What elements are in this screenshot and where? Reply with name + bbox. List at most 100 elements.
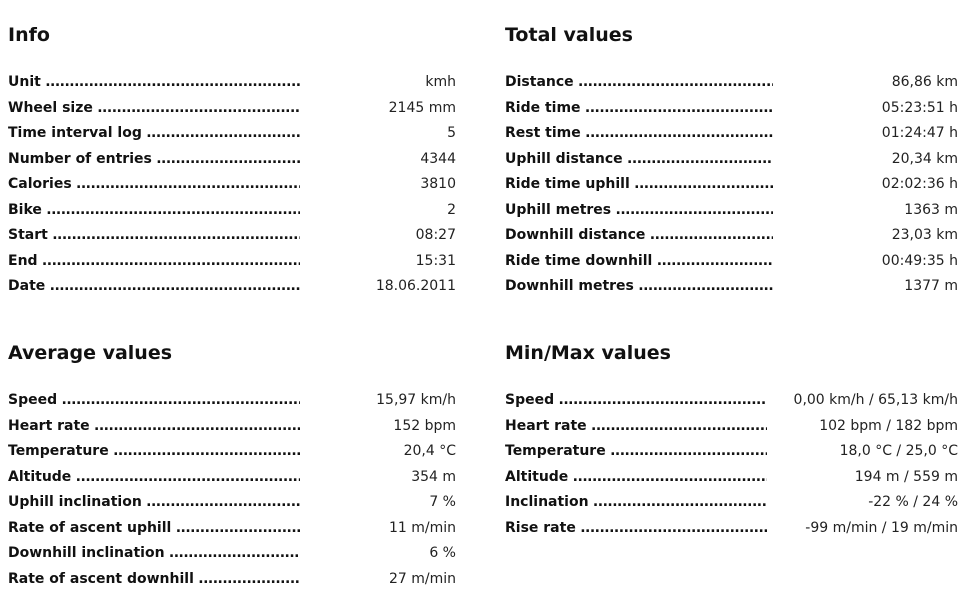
dot-leader: ........................................… [638,278,773,294]
dot-leader: ........................................… [168,545,300,561]
dot-leader: ........................................… [634,176,773,192]
stat-label-text: Speed [8,392,58,408]
stat-value: 05:23:51 h [881,99,958,116]
stat-label: Time interval log ......................… [8,121,300,147]
stat-label-text: Downhill inclination [8,545,165,561]
stat-value: 18.06.2011 [375,278,456,294]
stat-row: Downhill metres ........................… [505,274,958,300]
stat-label-text: Calories [8,176,72,192]
dot-leader: ........................................… [146,494,300,510]
stat-row: Bike ...................................… [8,198,456,224]
stat-label: Temperature ............................… [8,439,300,465]
stat-label: End ....................................… [8,249,300,275]
stat-value: 7 % [429,494,456,510]
dot-leader: ........................................… [610,443,767,459]
stat-label-text: Ride time [505,99,581,116]
stat-label: Unit ...................................… [8,70,300,96]
stat-label: Wheel size .............................… [8,96,300,122]
stat-value: 102 bpm / 182 bpm [819,417,958,434]
stat-label: Ride time downhill .....................… [505,249,773,275]
dot-leader: ........................................… [627,150,773,167]
stat-label-text: End [8,252,38,269]
dot-leader: ........................................… [61,392,300,408]
dot-leader: ........................................… [198,570,300,587]
stat-value: 27 m/min [388,570,456,587]
stat-row: Rest time ..............................… [505,121,958,147]
dot-leader: ........................................… [94,417,300,434]
stat-label: Rest time ..............................… [505,121,773,147]
stat-row: Heart rate .............................… [8,414,456,440]
dot-leader: ........................................… [146,125,300,141]
stat-value: -99 m/min / 19 m/min [805,519,958,536]
total-values-section: Total values Distance ..................… [505,22,958,300]
stat-value: 4344 [420,150,456,167]
stat-label-text: Bike [8,201,42,218]
stat-value: 20,4 °C [403,443,456,459]
average-values-section: Average values Speed ...................… [8,340,456,592]
stat-row: Rise rate ..............................… [505,516,958,542]
stat-row: Rate of ascent uphill ..................… [8,516,456,542]
stat-label: Heart rate .............................… [8,414,300,440]
stat-label: Rate of ascent downhill ................… [8,567,300,593]
stat-label-text: Rate of ascent downhill [8,570,194,587]
stat-label-text: Ride time downhill [505,252,653,269]
stat-value: 1363 m [904,201,958,218]
stat-label: Altitude ...............................… [8,465,300,491]
stat-row: Ride time ..............................… [505,96,958,122]
stat-row: Calories ...............................… [8,172,456,198]
stat-label-text: Downhill distance [505,227,646,243]
stat-value: 01:24:47 h [881,125,958,141]
stat-row: Speed ..................................… [8,388,456,414]
stat-value: 02:02:36 h [881,176,958,192]
stat-value: 5 [447,125,456,141]
stat-row: Altitude ...............................… [505,465,958,491]
dot-leader: ........................................… [615,201,774,218]
dot-leader: ........................................… [649,227,773,243]
stat-label-text: Altitude [8,468,72,485]
dot-leader: ........................................… [656,252,773,269]
stat-row: Temperature ............................… [505,439,958,465]
dot-leader: ........................................… [52,227,300,243]
stat-label-text: Ride time uphill [505,176,630,192]
section-title: Total values [505,24,633,46]
stat-label-text: Temperature [8,443,109,459]
stat-label-text: Rest time [505,125,581,141]
stat-value: 6 % [429,545,456,561]
dot-leader: ........................................… [46,201,300,218]
stat-label: Inclination ............................… [505,490,767,516]
dot-leader: ........................................… [584,99,773,116]
dot-leader: ........................................… [45,74,300,90]
stat-value: 1377 m [904,278,958,294]
stat-label: Downhill distance ......................… [505,223,773,249]
dot-leader: ........................................… [592,494,767,510]
stat-row: Rate of ascent downhill ................… [8,567,456,593]
stat-label-text: Rate of ascent uphill [8,519,172,536]
stat-value: 11 m/min [388,519,456,536]
stat-row: Temperature ............................… [8,439,456,465]
stat-label-text: Downhill metres [505,278,634,294]
stat-label-text: Unit [8,74,41,90]
stat-label: Uphill metres ..........................… [505,198,773,224]
dot-leader: ........................................… [75,468,300,485]
stat-value: 354 m [411,468,456,485]
minmax-values-section: Min/Max values Speed ...................… [505,340,958,541]
stat-label: Speed ..................................… [8,388,300,414]
stat-row: Ride time uphill .......................… [505,172,958,198]
dot-leader: ........................................… [572,468,767,485]
stat-value: 2 [447,201,456,218]
stat-label-text: Temperature [505,443,606,459]
stat-row: Downhill distance ......................… [505,223,958,249]
stat-label: Temperature ............................… [505,439,767,465]
stat-row: Uphill distance ........................… [505,147,958,173]
stat-label: Heart rate .............................… [505,414,767,440]
stat-label: Rise rate ..............................… [505,516,767,542]
stat-value: 08:27 [415,227,456,243]
stat-value: 3810 [420,176,456,192]
dot-leader: ........................................… [585,125,773,141]
stat-row: Date ...................................… [8,274,456,300]
stat-label: Rate of ascent uphill ..................… [8,516,300,542]
stat-row: Inclination ............................… [505,490,958,516]
stat-value: 2145 mm [388,99,456,116]
stat-value: -22 % / 24 % [868,494,958,510]
stat-row: Speed ..................................… [505,388,958,414]
